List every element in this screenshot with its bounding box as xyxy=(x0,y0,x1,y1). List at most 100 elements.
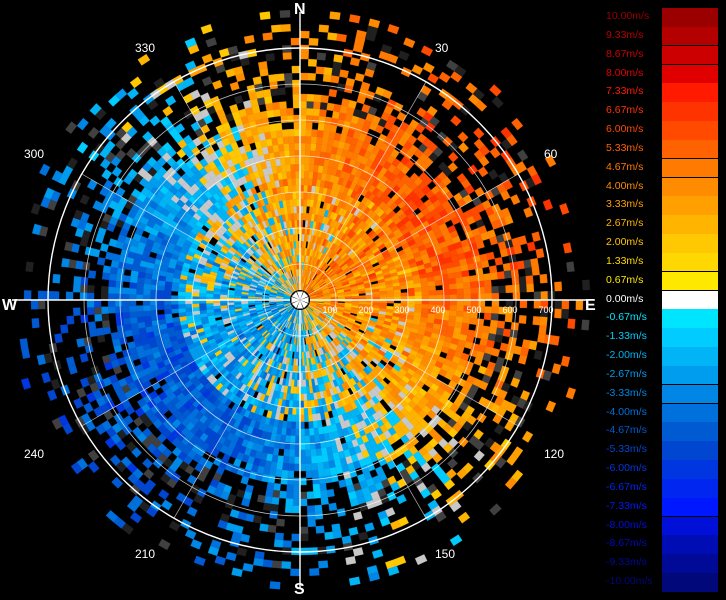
radar-cell xyxy=(427,280,436,287)
radar-cell xyxy=(414,554,428,566)
radar-cell xyxy=(101,272,111,281)
radar-cell xyxy=(489,147,501,159)
radar-cell xyxy=(107,306,116,314)
radar-cell xyxy=(491,292,500,301)
radar-cell xyxy=(491,306,500,315)
radar-cell xyxy=(287,470,295,479)
radar-cell xyxy=(128,293,137,301)
radar-cell xyxy=(142,305,151,312)
radar-cell xyxy=(313,94,322,103)
radar-cell xyxy=(458,142,469,154)
radar-cell xyxy=(473,127,485,139)
radar-cell xyxy=(455,316,464,323)
radar-cell xyxy=(285,491,294,500)
radar-cell xyxy=(130,322,139,330)
radar-cell xyxy=(177,303,186,309)
radar-cell xyxy=(142,294,151,301)
radar-cell xyxy=(363,134,373,144)
radar-cell xyxy=(302,386,307,395)
radar-cell xyxy=(299,128,307,137)
radar-cell xyxy=(400,292,409,297)
radar-cell xyxy=(366,61,377,71)
radar-cell xyxy=(73,397,84,409)
radar-cell xyxy=(275,469,283,478)
radar-cell xyxy=(285,498,294,507)
radar-cell xyxy=(312,483,321,492)
radar-cell xyxy=(101,319,111,328)
radar-cell xyxy=(142,458,154,469)
radar-cell xyxy=(191,303,200,308)
radar-cell xyxy=(162,105,174,117)
radar-cell xyxy=(50,378,61,390)
radar-cell xyxy=(271,496,280,506)
radar-cell xyxy=(314,504,323,513)
radar-cell xyxy=(426,105,438,117)
radar-cell xyxy=(198,292,207,297)
radar-cell xyxy=(496,320,506,329)
radar-cell xyxy=(60,324,69,334)
radar-cell xyxy=(294,435,301,444)
radar-cell xyxy=(349,57,361,67)
radar-cell xyxy=(137,321,146,329)
radar-cell xyxy=(143,310,151,317)
radar-cell xyxy=(37,290,46,301)
radar-cell xyxy=(449,299,458,306)
radar-cell xyxy=(86,299,95,308)
radar-cell xyxy=(306,114,314,123)
radar-cell xyxy=(121,293,130,301)
radar-cell xyxy=(76,387,87,399)
radar-cell xyxy=(299,449,306,458)
radar-cell xyxy=(511,117,524,131)
radar-cell xyxy=(420,281,429,288)
radar-cell xyxy=(273,483,281,492)
radar-cell xyxy=(86,179,98,191)
radar-cell xyxy=(322,461,330,470)
radar-cell xyxy=(87,126,100,139)
radar-cell xyxy=(137,53,151,66)
radar-cell xyxy=(287,414,293,422)
radar-cell xyxy=(474,186,485,198)
radar-cell xyxy=(483,279,492,288)
radar-cell xyxy=(292,505,301,514)
radar-cell xyxy=(283,449,290,457)
radar-cell xyxy=(399,284,408,290)
radar-cell xyxy=(107,293,116,301)
radar-cell xyxy=(491,96,504,109)
radar-cell xyxy=(476,318,485,326)
radar-cell xyxy=(136,316,145,323)
radar-cell xyxy=(318,24,329,33)
radar-cell xyxy=(462,281,471,289)
radar-cell xyxy=(156,289,165,296)
radar-cell xyxy=(316,455,323,464)
radar-cell xyxy=(323,67,333,76)
radar-cell xyxy=(164,313,173,320)
radar-cell xyxy=(368,18,381,29)
radar-cell xyxy=(129,276,138,284)
radar-cell xyxy=(259,523,269,532)
radar-cell xyxy=(324,475,333,484)
radar-cell xyxy=(266,482,275,491)
radar-cell xyxy=(164,308,172,315)
radar-cell xyxy=(304,170,310,179)
radar-cell xyxy=(313,427,320,436)
radar-cell xyxy=(273,539,284,548)
radar-cell xyxy=(253,557,264,567)
radar-cell xyxy=(65,291,74,301)
radar-cell xyxy=(309,157,316,165)
radar-cell xyxy=(396,111,407,122)
radar-cell xyxy=(158,538,171,551)
radar-cell xyxy=(262,559,273,568)
radar-cell xyxy=(483,312,492,321)
radar-cell xyxy=(339,69,349,79)
radar-cell xyxy=(86,284,95,293)
radar-cell xyxy=(205,302,214,307)
radar-cell xyxy=(142,299,151,306)
radar-cell xyxy=(531,266,540,276)
radar-cell xyxy=(212,302,221,307)
radar-cell xyxy=(299,100,308,109)
radar-cell xyxy=(473,450,485,462)
radar-cell xyxy=(503,214,514,225)
radar-cell xyxy=(52,273,61,284)
radar-cell xyxy=(73,276,82,285)
radar-cell xyxy=(126,87,139,100)
